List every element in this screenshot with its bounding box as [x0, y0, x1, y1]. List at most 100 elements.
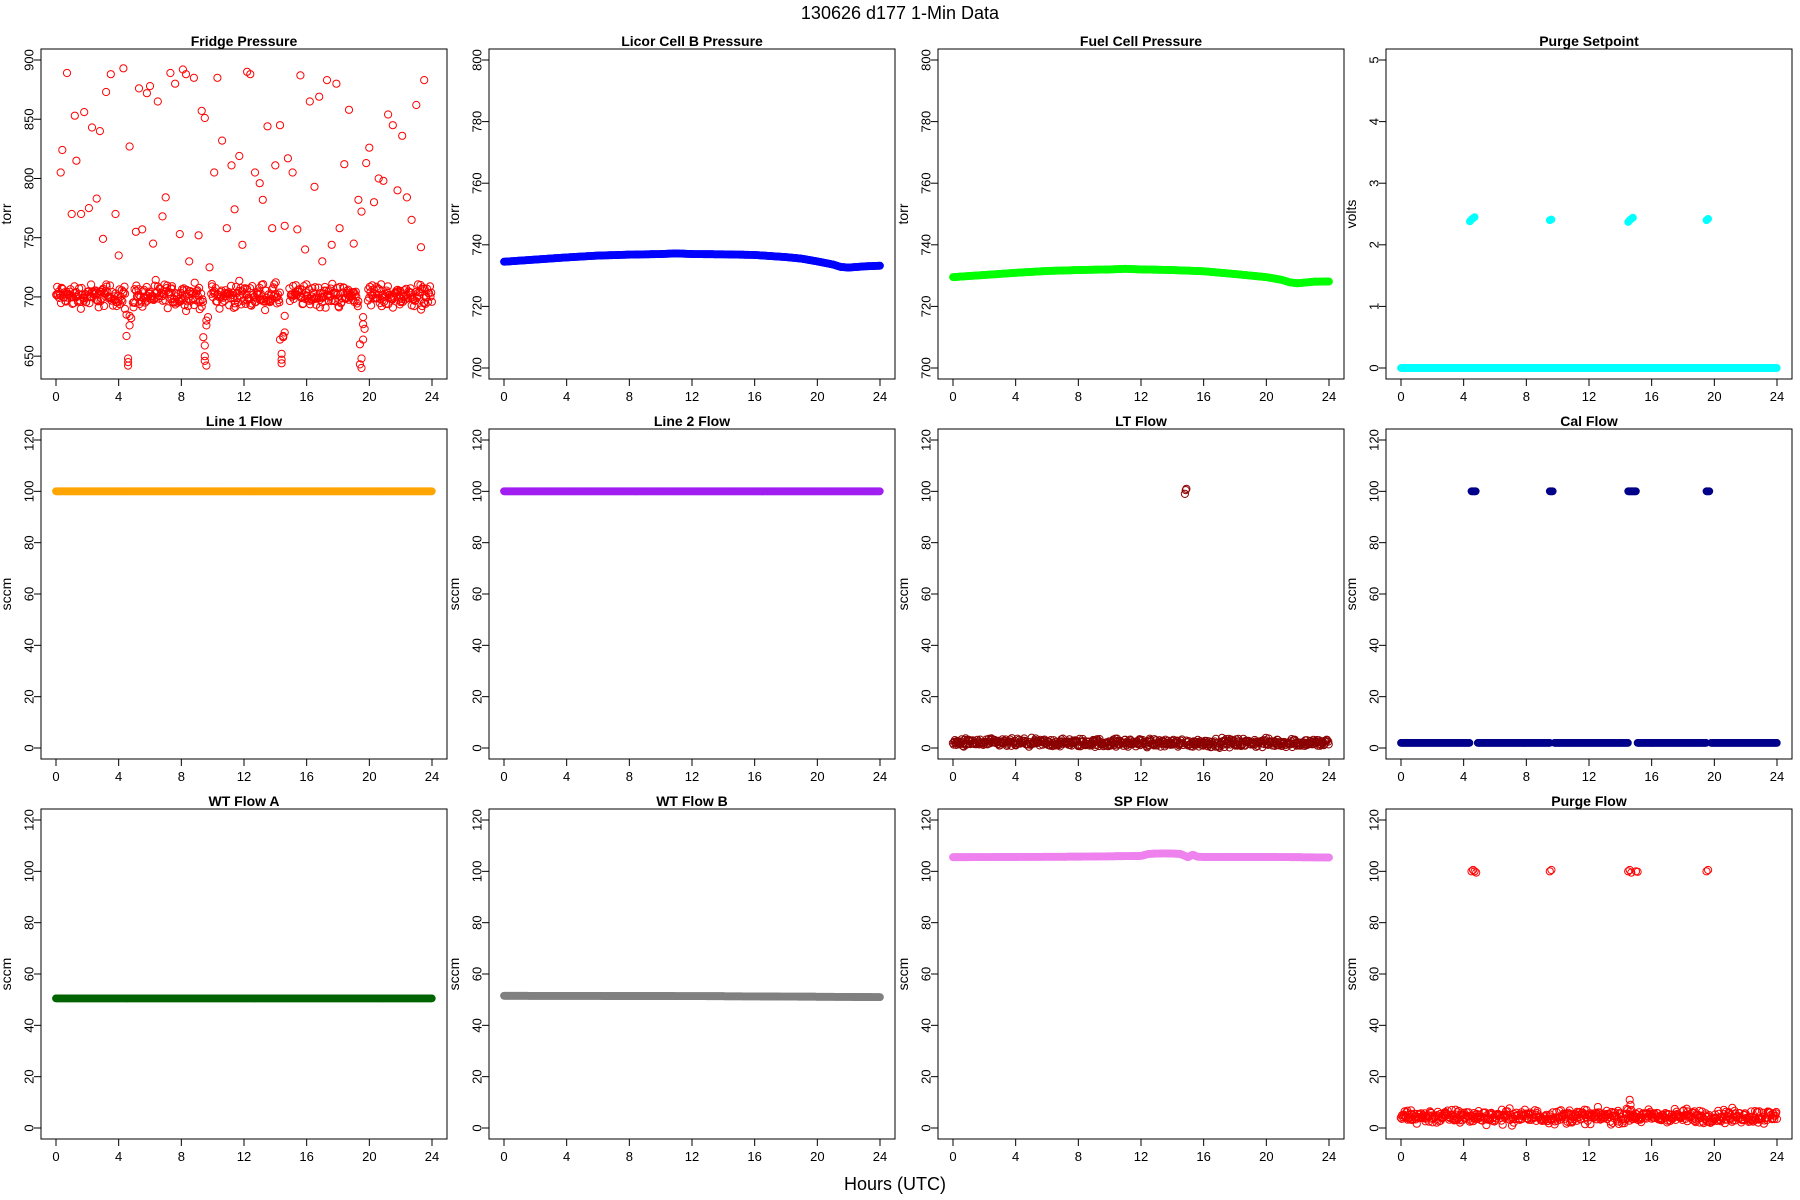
y-tick-label: 120	[22, 809, 37, 831]
y-axis-label: torr	[446, 203, 462, 224]
y-tick-label: 60	[22, 587, 37, 601]
x-tick-label: 0	[52, 769, 59, 784]
y-tick-label: 750	[22, 227, 37, 249]
y-tick-label: 120	[22, 429, 37, 451]
data-point	[407, 215, 416, 224]
data-point	[288, 168, 297, 177]
data-point	[388, 121, 397, 130]
x-tick-label: 4	[1012, 769, 1019, 784]
plot-frame	[40, 48, 448, 380]
data-point	[261, 306, 270, 315]
data-point	[315, 92, 324, 101]
y-tick-label: 0	[919, 744, 934, 751]
y-tick-label: 60	[919, 587, 934, 601]
data-point	[248, 282, 257, 291]
data-point	[182, 306, 191, 316]
y-tick-label: 40	[22, 1018, 37, 1032]
x-tick-label: 8	[178, 1149, 185, 1164]
x-tick-label: 8	[1523, 769, 1530, 784]
data-point	[412, 100, 421, 110]
data-point	[87, 123, 97, 132]
data-point	[189, 73, 198, 82]
y-tick-label: 800	[22, 168, 37, 190]
y-tick-label: 720	[919, 296, 934, 318]
data-point	[360, 324, 369, 333]
x-tick-label: 24	[1322, 389, 1336, 404]
x-tick-label: 20	[810, 389, 824, 404]
x-tick-label: 24	[1322, 769, 1336, 784]
data-point	[413, 292, 422, 301]
data-point	[274, 290, 283, 299]
y-tick-label: 40	[470, 638, 485, 652]
data-point	[357, 354, 366, 363]
y-tick-label: 120	[1367, 429, 1382, 451]
data-point	[227, 281, 236, 290]
data-point	[359, 320, 368, 329]
x-tick-label: 24	[873, 769, 887, 784]
data-point	[354, 297, 363, 306]
data-point	[213, 73, 222, 82]
data-point	[420, 76, 429, 85]
x-tick-label: 16	[299, 769, 313, 784]
panel-title: Cal Flow	[1560, 413, 1618, 429]
data-point	[125, 142, 134, 151]
y-tick-label: 760	[470, 172, 485, 194]
data-point	[222, 224, 231, 233]
data-point	[100, 301, 109, 311]
data-point	[1624, 739, 1632, 747]
data-point	[251, 298, 260, 307]
y-tick-label: 900	[22, 49, 37, 71]
data-point	[149, 239, 158, 248]
x-tick-label: 4	[1460, 389, 1467, 404]
data-point	[427, 297, 436, 306]
data-point	[321, 303, 330, 312]
y-tick-label: 0	[1367, 364, 1382, 371]
x-tick-label: 12	[1134, 769, 1148, 784]
x-tick-label: 4	[563, 769, 570, 784]
data-point	[77, 283, 86, 293]
data-point	[67, 209, 76, 219]
data-point	[230, 205, 239, 214]
data-point	[184, 302, 193, 311]
data-point	[85, 299, 94, 308]
figure-title: 130626 d177 1-Min Data	[801, 3, 1000, 23]
data-point	[1705, 487, 1714, 496]
data-point	[424, 297, 433, 306]
y-tick-label: 20	[1367, 689, 1382, 703]
x-tick-label: 4	[115, 769, 122, 784]
y-tick-label: 80	[470, 535, 485, 549]
x-tick-label: 20	[1707, 389, 1721, 404]
data-point	[1547, 215, 1556, 224]
x-tick-label: 0	[52, 389, 59, 404]
x-tick-label: 16	[1196, 769, 1210, 784]
data-point	[427, 487, 436, 496]
y-tick-label: 20	[470, 689, 485, 703]
data-point	[134, 84, 144, 93]
y-tick-label: 760	[919, 172, 934, 194]
y-tick-label: 5	[1367, 56, 1382, 63]
data-point	[1325, 277, 1333, 286]
x-tick-label: 20	[362, 389, 376, 404]
panel-title: Fridge Pressure	[191, 33, 298, 49]
data-point	[318, 257, 327, 266]
data-point	[277, 355, 286, 364]
panel-title: Purge Setpoint	[1539, 33, 1639, 49]
data-point	[255, 179, 264, 188]
data-point	[427, 288, 436, 297]
x-tick-label: 0	[1397, 769, 1404, 784]
data-point	[161, 193, 170, 202]
data-point	[271, 290, 280, 299]
data-point	[77, 209, 86, 219]
y-tick-label: 120	[470, 429, 485, 451]
data-point	[311, 283, 320, 292]
data-point	[296, 71, 305, 80]
data-point	[190, 278, 199, 287]
data-point	[359, 313, 368, 322]
data-point	[199, 333, 208, 342]
data-point	[175, 230, 184, 239]
data-point	[875, 487, 884, 496]
data-point	[280, 328, 289, 337]
data-point	[166, 68, 175, 78]
x-tick-label: 0	[52, 1149, 59, 1164]
